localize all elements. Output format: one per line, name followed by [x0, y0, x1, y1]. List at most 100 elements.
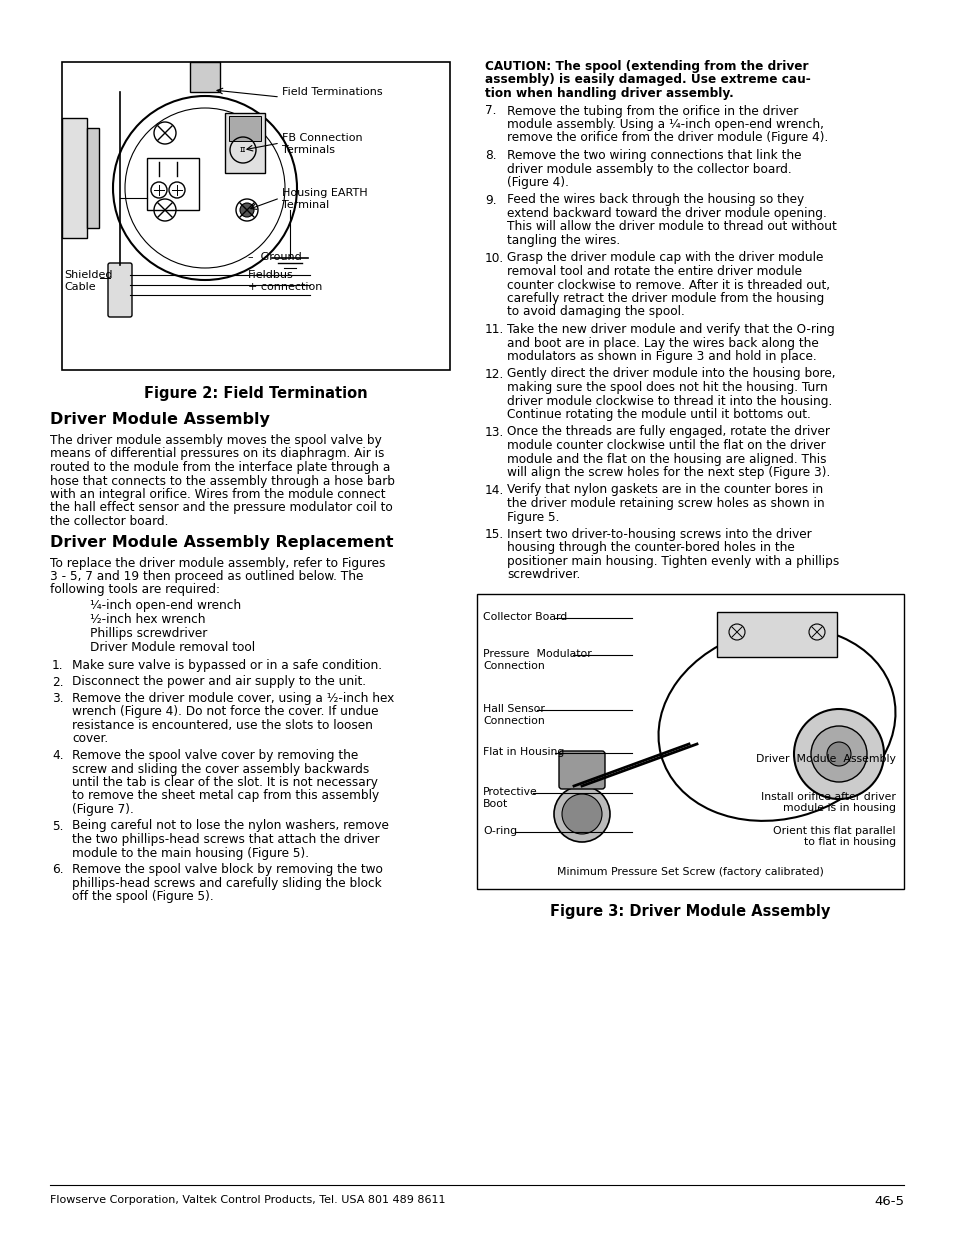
Bar	[476, 594, 903, 889]
Text: 11.: 11.	[484, 324, 504, 336]
Bar	[190, 62, 220, 91]
Bar	[62, 119, 87, 238]
Text: following tools are required:: following tools are required:	[50, 583, 220, 597]
Text: Flowserve Corporation, Valtek Control Products, Tel. USA 801 489 8611: Flowserve Corporation, Valtek Control Pr…	[50, 1195, 445, 1205]
Text: Figure 2: Field Termination: Figure 2: Field Termination	[144, 387, 368, 401]
Text: 5.: 5.	[52, 820, 63, 832]
Text: off the spool (Figure 5).: off the spool (Figure 5).	[71, 890, 213, 903]
Text: cover.: cover.	[71, 732, 108, 746]
Text: wrench (Figure 4). Do not force the cover. If undue: wrench (Figure 4). Do not force the cove…	[71, 705, 378, 719]
Text: Make sure valve is bypassed or in a safe condition.: Make sure valve is bypassed or in a safe…	[71, 659, 381, 672]
Text: routed to the module from the interface plate through a: routed to the module from the interface …	[50, 461, 390, 474]
Text: the hall effect sensor and the pressure modulator coil to: the hall effect sensor and the pressure …	[50, 501, 393, 515]
Text: Continue rotating the module until it bottoms out.: Continue rotating the module until it bo…	[506, 408, 810, 421]
Text: and boot are in place. Lay the wires back along the: and boot are in place. Lay the wires bac…	[506, 336, 818, 350]
Text: ¹⁄₂-inch hex wrench: ¹⁄₂-inch hex wrench	[90, 613, 205, 626]
Text: with an integral orifice. Wires from the module connect: with an integral orifice. Wires from the…	[50, 488, 385, 501]
Text: 46-5: 46-5	[873, 1195, 903, 1208]
Text: Field Terminations: Field Terminations	[282, 86, 382, 98]
Text: To replace the driver module assembly, refer to Figures: To replace the driver module assembly, r…	[50, 557, 385, 569]
Text: 6.: 6.	[52, 863, 64, 876]
Text: Connection: Connection	[482, 716, 544, 726]
Text: 2.: 2.	[52, 676, 64, 688]
Text: the driver module retaining screw holes as shown in: the driver module retaining screw holes …	[506, 496, 823, 510]
Text: modulators as shown in Figure 3 and hold in place.: modulators as shown in Figure 3 and hold…	[506, 350, 816, 363]
Text: assembly) is easily damaged. Use extreme cau-: assembly) is easily damaged. Use extreme…	[484, 74, 810, 86]
Text: module and the flat on the housing are aligned. This: module and the flat on the housing are a…	[506, 452, 825, 466]
Circle shape	[240, 203, 253, 217]
Text: 15.: 15.	[484, 529, 503, 541]
Text: counter clockwise to remove. After it is threaded out,: counter clockwise to remove. After it is…	[506, 279, 829, 291]
Text: driver module assembly to the collector board.: driver module assembly to the collector …	[506, 163, 791, 175]
Text: Orient this flat parallel: Orient this flat parallel	[773, 826, 895, 836]
Text: tangling the wires.: tangling the wires.	[506, 233, 619, 247]
Text: module is in housing: module is in housing	[782, 803, 895, 813]
FancyBboxPatch shape	[108, 263, 132, 317]
Circle shape	[810, 726, 866, 782]
Text: 14.: 14.	[484, 483, 504, 496]
Text: Remove the two wiring connections that link the: Remove the two wiring connections that l…	[506, 149, 801, 162]
Text: Once the threads are fully engaged, rotate the driver: Once the threads are fully engaged, rota…	[506, 426, 829, 438]
Text: screwdriver.: screwdriver.	[506, 568, 579, 582]
Text: housing through the counter-bored holes in the: housing through the counter-bored holes …	[506, 541, 794, 555]
Text: screw and sliding the cover assembly backwards: screw and sliding the cover assembly bac…	[71, 762, 369, 776]
Text: driver module clockwise to thread it into the housing.: driver module clockwise to thread it int…	[506, 394, 831, 408]
Text: until the tab is clear of the slot. It is not necessary: until the tab is clear of the slot. It i…	[71, 776, 377, 789]
Text: Connection: Connection	[482, 661, 544, 671]
Text: Collector Board: Collector Board	[482, 613, 567, 622]
Text: module assembly. Using a ¹⁄₄-inch open-end wrench,: module assembly. Using a ¹⁄₄-inch open-e…	[506, 119, 823, 131]
Text: Fieldbus
+ connection: Fieldbus + connection	[248, 270, 322, 291]
Text: will align the screw holes for the next step (Figure 3).: will align the screw holes for the next …	[506, 466, 829, 479]
Text: 10.: 10.	[484, 252, 503, 264]
Text: to avoid damaging the spool.: to avoid damaging the spool.	[506, 305, 684, 319]
Text: Hall Sensor: Hall Sensor	[482, 704, 544, 714]
Text: Flat in Housing: Flat in Housing	[482, 747, 564, 757]
Text: module to the main housing (Figure 5).: module to the main housing (Figure 5).	[71, 846, 309, 860]
Circle shape	[554, 785, 609, 842]
Text: means of differential pressures on its diaphragm. Air is: means of differential pressures on its d…	[50, 447, 384, 461]
Text: Verify that nylon gaskets are in the counter bores in: Verify that nylon gaskets are in the cou…	[506, 483, 822, 496]
Text: Phillips screwdriver: Phillips screwdriver	[90, 627, 207, 640]
Text: carefully retract the driver module from the housing: carefully retract the driver module from…	[506, 291, 823, 305]
Text: 8.: 8.	[484, 149, 496, 162]
Text: Driver Module removal tool: Driver Module removal tool	[90, 641, 254, 655]
Text: 12.: 12.	[484, 368, 504, 380]
Text: module counter clockwise until the flat on the driver: module counter clockwise until the flat …	[506, 438, 824, 452]
Text: Driver Module Assembly Replacement: Driver Module Assembly Replacement	[50, 535, 393, 550]
Text: remove the orifice from the driver module (Figure 4).: remove the orifice from the driver modul…	[506, 131, 827, 144]
Text: Remove the spool valve cover by removing the: Remove the spool valve cover by removing…	[71, 748, 358, 762]
FancyBboxPatch shape	[558, 751, 604, 789]
Bar	[229, 116, 261, 141]
Bar	[717, 613, 836, 657]
Text: Boot: Boot	[482, 799, 508, 809]
Text: O-ring: O-ring	[482, 826, 517, 836]
Bar	[87, 128, 99, 228]
Text: 7.: 7.	[484, 105, 496, 117]
Text: resistance is encountered, use the slots to loosen: resistance is encountered, use the slots…	[71, 719, 373, 732]
Text: 13.: 13.	[484, 426, 504, 438]
Bar	[225, 112, 265, 173]
Text: Remove the tubing from the orifice in the driver: Remove the tubing from the orifice in th…	[506, 105, 798, 117]
Text: Figure 5.: Figure 5.	[506, 510, 558, 524]
Bar	[62, 62, 450, 370]
Text: Disconnect the power and air supply to the unit.: Disconnect the power and air supply to t…	[71, 676, 366, 688]
Text: to flat in housing: to flat in housing	[803, 837, 895, 847]
Text: ɪɪ: ɪɪ	[239, 146, 246, 154]
Text: 9.: 9.	[484, 194, 496, 206]
Text: (Figure 7).: (Figure 7).	[71, 803, 133, 816]
Text: ¹⁄₄-inch open-end wrench: ¹⁄₄-inch open-end wrench	[90, 599, 241, 613]
Text: Being careful not to lose the nylon washers, remove: Being careful not to lose the nylon wash…	[71, 820, 389, 832]
Text: Gently direct the driver module into the housing bore,: Gently direct the driver module into the…	[506, 368, 835, 380]
Text: Remove the driver module cover, using a ¹⁄₂-inch hex: Remove the driver module cover, using a …	[71, 692, 394, 705]
Text: –  Ground: – Ground	[248, 252, 301, 262]
Text: Feed the wires back through the housing so they: Feed the wires back through the housing …	[506, 194, 803, 206]
Bar	[147, 158, 199, 210]
Text: Insert two driver-to-housing screws into the driver: Insert two driver-to-housing screws into…	[506, 529, 811, 541]
Text: Grasp the driver module cap with the driver module: Grasp the driver module cap with the dri…	[506, 252, 822, 264]
Circle shape	[793, 709, 883, 799]
Text: Take the new driver module and verify that the O-ring: Take the new driver module and verify th…	[506, 324, 834, 336]
Text: making sure the spool does not hit the housing. Turn: making sure the spool does not hit the h…	[506, 382, 827, 394]
Text: Pressure  Modulator: Pressure Modulator	[482, 650, 591, 659]
Text: The driver module assembly moves the spool valve by: The driver module assembly moves the spo…	[50, 433, 381, 447]
Text: hose that connects to the assembly through a hose barb: hose that connects to the assembly throu…	[50, 474, 395, 488]
